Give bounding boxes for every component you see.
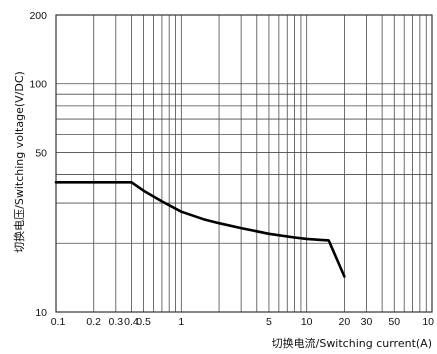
x-tick-label: 0.4 (124, 316, 139, 328)
y-tick-labels: 10 50 100 200 (29, 10, 47, 319)
x-tick-label: 5 (266, 316, 272, 328)
horizontal-gridlines (56, 14, 432, 313)
x-tick-label: 0.5 (136, 316, 151, 328)
x-tick-label: 10 (422, 316, 434, 328)
y-axis-label: 切换电压/Switching voltage(V/DC) (12, 71, 26, 253)
x-tick-labels: 0.1 0.2 0.3 0.40.5 1 5 10 20 30 50 10 (51, 316, 434, 328)
x-tick-label: 0.3 (108, 316, 123, 328)
y-tick-label: 50 (35, 147, 47, 159)
y-tick-label: 200 (29, 10, 47, 22)
x-tick-label: 50 (388, 316, 400, 328)
x-axis-label: 切换电流/Switching current(A) (272, 336, 432, 350)
y-tick-label: 10 (35, 307, 47, 319)
x-tick-label: 0.1 (51, 316, 66, 328)
series-layer (54, 181, 346, 278)
plot-frame (55, 14, 433, 313)
series-line (54, 181, 346, 278)
x-tick-label: 1 (178, 316, 184, 328)
x-tick-label: 0.2 (86, 316, 101, 328)
vertical-gridlines (55, 15, 433, 312)
x-tick-label: 20 (339, 316, 351, 328)
x-tick-label: 30 (361, 316, 373, 328)
x-tick-label: 10 (301, 316, 313, 328)
y-tick-label: 100 (29, 79, 47, 91)
